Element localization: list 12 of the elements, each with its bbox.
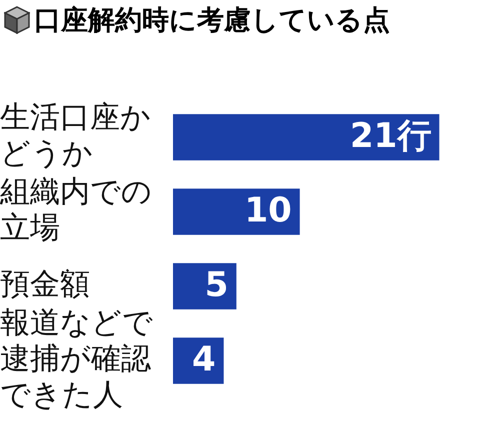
bar xyxy=(173,114,440,160)
data-label: 10 xyxy=(244,190,292,231)
bar xyxy=(173,188,300,235)
data-label: 4 xyxy=(192,340,216,380)
bar xyxy=(173,263,236,310)
chart-title: 口座解約時に考慮している点 xyxy=(34,4,390,38)
data-label: 5 xyxy=(204,265,228,306)
y-tick-label: 生活口座かどうか xyxy=(0,100,151,172)
y-tick-label: 組織内での立場 xyxy=(0,174,152,246)
y-tick-label: 預金額 xyxy=(0,267,90,302)
data-label: 21行 xyxy=(350,116,432,156)
y-tick-label: 報道などで逮捕が確認できた人 xyxy=(0,306,153,413)
